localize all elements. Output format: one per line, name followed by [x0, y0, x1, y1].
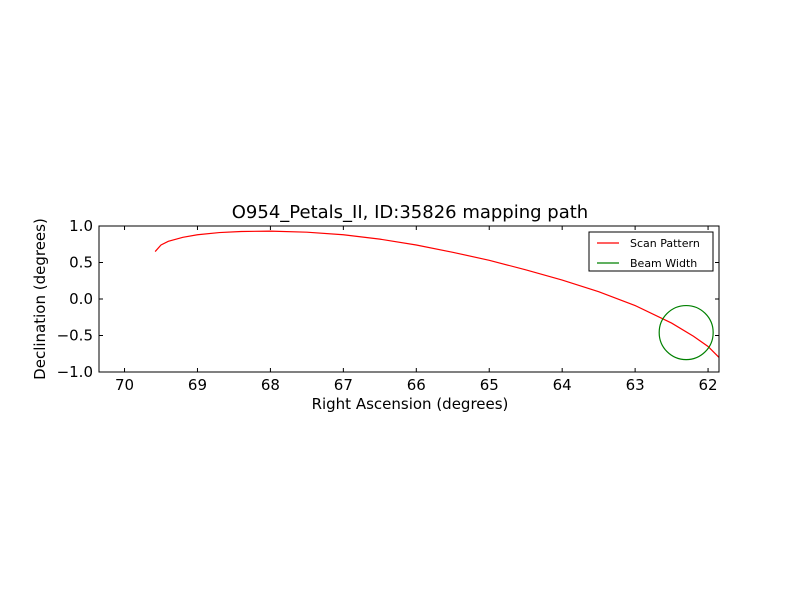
x-tick-label: 68 — [261, 376, 280, 394]
scan-pattern-line — [154, 230, 719, 358]
beam-width-circle — [658, 304, 714, 361]
x-axis-label: Right Ascension (degrees) — [312, 395, 509, 413]
x-tick-label: 63 — [626, 376, 645, 394]
y-tick-label: 1.0 — [69, 217, 93, 235]
x-tick-label: 70 — [115, 376, 134, 394]
x-axis: 70 69 68 67 66 65 64 63 62 — [115, 226, 718, 394]
legend-label: Scan Pattern — [630, 237, 700, 250]
x-tick-label: 64 — [553, 376, 572, 394]
legend-box — [588, 231, 714, 272]
y-tick-label: −1.0 — [57, 363, 93, 381]
y-tick-label: −0.5 — [57, 327, 93, 345]
x-tick-label: 66 — [407, 376, 426, 394]
x-tick-label: 65 — [480, 376, 499, 394]
chart-title: O954_Petals_II, ID:35826 mapping path — [232, 202, 588, 223]
legend: Scan Pattern Beam Width — [588, 231, 714, 272]
y-axis-label: Declination (degrees) — [31, 218, 49, 380]
y-tick-label: 0.5 — [69, 254, 93, 272]
y-tick-label: 0.0 — [69, 290, 93, 308]
x-tick-label: 67 — [334, 376, 353, 394]
series-layer — [154, 230, 719, 361]
x-tick-label: 69 — [188, 376, 207, 394]
legend-label: Beam Width — [630, 257, 697, 270]
y-axis: 1.0 0.5 0.0 −0.5 −1.0 — [57, 217, 719, 381]
x-tick-label: 62 — [699, 376, 718, 394]
